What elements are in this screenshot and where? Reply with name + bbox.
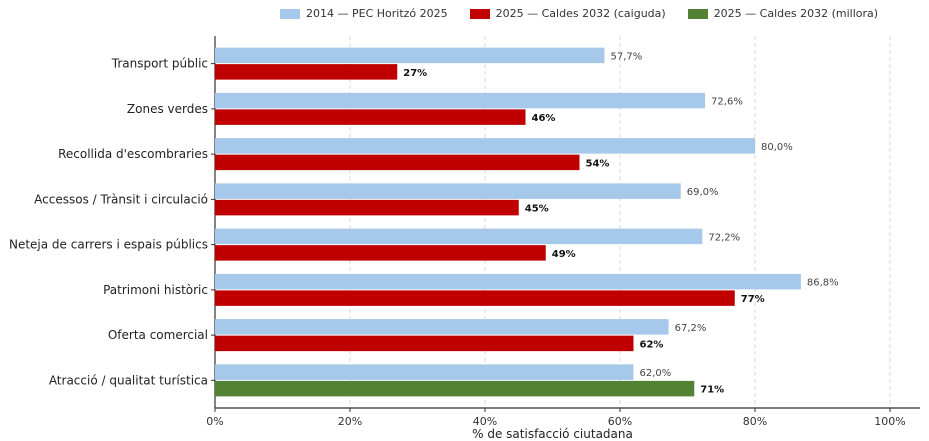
- bar-2025-caiguda: [215, 245, 546, 261]
- bar-2025-caiguda: [215, 290, 735, 306]
- category-label: Neteja de carrers i espais públics: [9, 238, 208, 252]
- legend-label-2025-caiguda: 2025 — Caldes 2032 (caiguda): [495, 7, 666, 20]
- x-tick-label: 20%: [338, 415, 362, 428]
- x-axis-label: % de satisfacció ciutadana: [472, 427, 633, 441]
- bar-2014: [215, 92, 706, 109]
- bar-2025-millora: [215, 380, 695, 397]
- value-label-2025-caiguda: 54%: [586, 158, 610, 169]
- legend-swatch-2025-millora: [687, 8, 708, 19]
- legend: 2014 — PEC Horitzó 2025 2025 — Caldes 20…: [280, 7, 900, 20]
- value-label-2025-caiguda: 46%: [532, 113, 556, 124]
- value-label-2014: 80,0%: [761, 142, 793, 153]
- value-label-2025-caiguda: 77%: [741, 294, 765, 305]
- value-label-2014: 67,2%: [675, 323, 707, 334]
- category-label: Oferta comercial: [108, 328, 208, 342]
- category-label: Recollida d'escombraries: [58, 147, 208, 161]
- legend-item-2025-caiguda: 2025 — Caldes 2032 (caiguda): [469, 7, 666, 20]
- value-label-2025-millora: 71%: [700, 385, 724, 396]
- category-label: Patrimoni històric: [103, 283, 208, 297]
- category-label: Zones verdes: [127, 102, 208, 116]
- bar-2025-caiguda: [215, 109, 526, 125]
- value-label-2014: 72,2%: [708, 232, 740, 243]
- bar-2025-caiguda: [215, 154, 580, 171]
- bar-2014: [215, 138, 755, 154]
- x-tick-label: 100%: [874, 415, 905, 428]
- value-label-2025-caiguda: 49%: [552, 249, 576, 260]
- legend-swatch-2025-caiguda: [469, 8, 490, 19]
- category-label: Atracció / qualitat turística: [49, 373, 208, 387]
- bar-2014: [215, 183, 681, 199]
- value-label-2014: 72,6%: [711, 97, 743, 108]
- value-label-2014: 62,0%: [640, 368, 672, 379]
- bar-2014: [215, 273, 801, 290]
- x-tick-label: 60%: [608, 415, 632, 428]
- value-label-2014: 86,8%: [807, 278, 839, 289]
- x-tick-label: 0%: [206, 415, 223, 428]
- x-tick-label: 80%: [743, 415, 767, 428]
- value-label-2014: 57,7%: [610, 51, 642, 62]
- bar-2014: [215, 319, 669, 335]
- legend-label-2025-millora: 2025 — Caldes 2032 (millora): [713, 7, 879, 20]
- category-label: Accessos / Trànsit i circulació: [34, 192, 208, 206]
- bar-2025-caiguda: [215, 335, 634, 352]
- value-label-2014: 69,0%: [687, 187, 719, 198]
- bar-2014: [215, 47, 605, 64]
- bar-2025-caiguda: [215, 64, 398, 80]
- legend-swatch-2014: [280, 8, 300, 19]
- legend-item-2025-millora: 2025 — Caldes 2032 (millora): [687, 7, 879, 20]
- bar-2014: [215, 228, 703, 245]
- x-tick-label: 40%: [473, 415, 497, 428]
- legend-label-2014: 2014 — PEC Horitzó 2025: [306, 7, 448, 20]
- legend-item-2014: 2014 — PEC Horitzó 2025: [280, 7, 448, 20]
- value-label-2025-caiguda: 27%: [403, 68, 427, 79]
- value-label-2025-caiguda: 62%: [640, 339, 664, 350]
- category-label: Transport públic: [111, 57, 208, 71]
- value-label-2025-caiguda: 45%: [525, 204, 549, 215]
- bar-2014: [215, 364, 634, 380]
- bar-2025-caiguda: [215, 199, 519, 216]
